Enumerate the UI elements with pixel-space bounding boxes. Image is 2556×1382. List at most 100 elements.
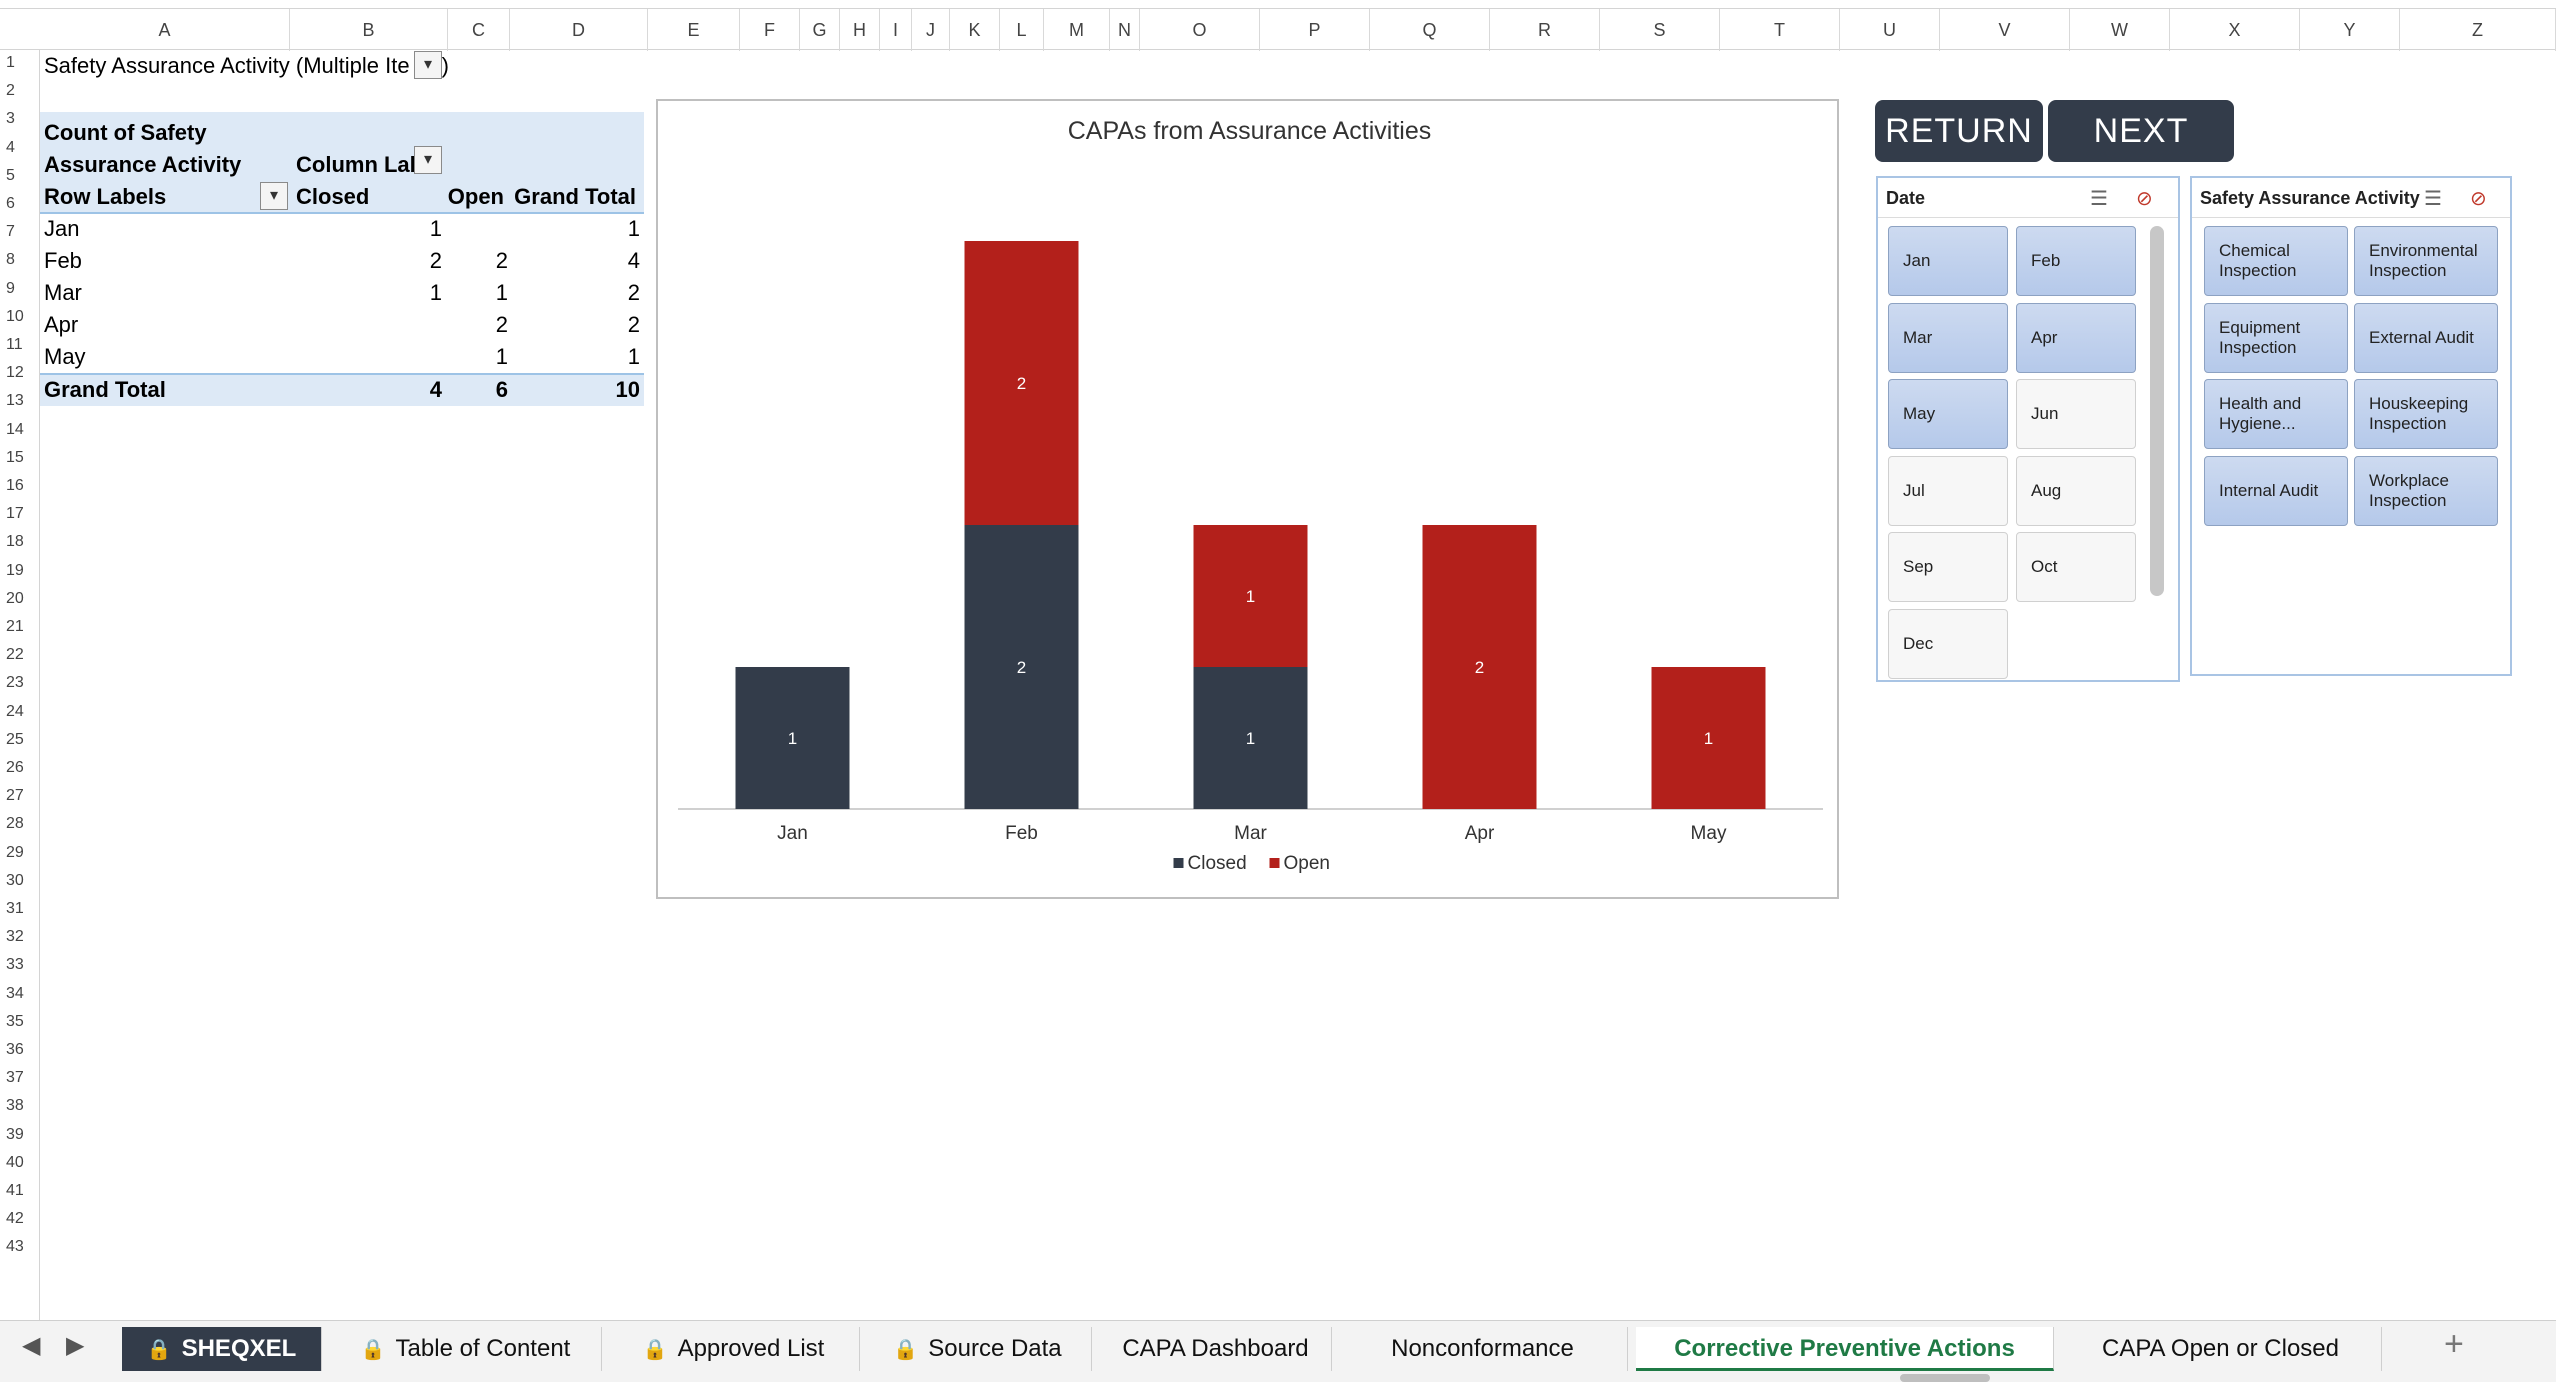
row-header-25[interactable]: 25 [6, 730, 24, 748]
multi-select-icon[interactable]: ☰ [2090, 188, 2108, 210]
column-header-o[interactable]: O [1140, 9, 1260, 51]
row-header-18[interactable]: 18 [6, 533, 24, 551]
column-header-q[interactable]: Q [1370, 9, 1490, 51]
column-header-h[interactable]: H [840, 9, 880, 51]
date-slicer-scrollbar[interactable] [2150, 226, 2164, 596]
column-header-e[interactable]: E [648, 9, 740, 51]
column-header-l[interactable]: L [1000, 9, 1044, 51]
row-header-13[interactable]: 13 [6, 392, 24, 410]
horizontal-scrollbar[interactable] [1900, 1374, 1990, 1382]
date-slicer-item-may[interactable]: May [1888, 379, 2008, 449]
column-header-v[interactable]: V [1940, 9, 2070, 51]
row-header-9[interactable]: 9 [6, 279, 15, 297]
row-header-29[interactable]: 29 [6, 843, 24, 861]
date-slicer-item-oct[interactable]: Oct [2016, 532, 2136, 602]
column-header-n[interactable]: N [1110, 9, 1140, 51]
row-header-22[interactable]: 22 [6, 646, 24, 664]
sheet-tab-corrective-preventive-actions[interactable]: Corrective Preventive Actions [1636, 1327, 2054, 1371]
next-button[interactable]: NEXT [2048, 100, 2234, 162]
row-header-17[interactable]: 17 [6, 505, 24, 523]
date-slicer-item-dec[interactable]: Dec [1888, 608, 2008, 679]
row-header-30[interactable]: 30 [6, 871, 24, 889]
column-header-r[interactable]: R [1490, 9, 1600, 51]
clear-filter-icon[interactable]: ⊘ [2470, 188, 2487, 210]
plus-icon[interactable]: + [2444, 1325, 2464, 1363]
arrow-right-icon[interactable]: ▶ [66, 1332, 85, 1359]
row-header-33[interactable]: 33 [6, 956, 24, 974]
column-header-w[interactable]: W [2070, 9, 2170, 51]
column-header-m[interactable]: M [1044, 9, 1110, 51]
sheet-tab-source-data[interactable]: 🔒 Source Data [864, 1327, 1092, 1371]
row-header-20[interactable]: 20 [6, 589, 24, 607]
row-header-14[interactable]: 14 [6, 420, 24, 438]
column-header-a[interactable]: A [40, 9, 290, 51]
row-header-2[interactable]: 2 [6, 82, 15, 100]
arrow-left-icon[interactable]: ◀ [22, 1332, 41, 1359]
row-header-26[interactable]: 26 [6, 759, 24, 776]
column-header-z[interactable]: Z [2400, 9, 2556, 51]
page-filter-dropdown-button[interactable]: ▾ [414, 51, 442, 79]
row-header-11[interactable]: 11 [6, 336, 23, 353]
row-header-21[interactable]: 21 [6, 618, 24, 635]
return-button[interactable]: RETURN [1875, 100, 2043, 162]
row-header-35[interactable]: 35 [6, 1012, 24, 1030]
row-header-5[interactable]: 5 [6, 166, 15, 184]
activity-slicer-item-internal-audit[interactable]: Internal Audit [2204, 455, 2348, 526]
row-header-10[interactable]: 10 [6, 307, 24, 325]
row-header-37[interactable]: 37 [6, 1069, 24, 1087]
date-slicer-item-apr[interactable]: Apr [2016, 302, 2136, 373]
row-header-16[interactable]: 16 [6, 477, 24, 494]
column-header-g[interactable]: G [800, 9, 840, 51]
row-header-31[interactable]: 31 [6, 900, 24, 917]
row-header-27[interactable]: 27 [6, 787, 24, 805]
row-header-43[interactable]: 43 [6, 1238, 24, 1256]
column-header-k[interactable]: K [950, 9, 1000, 51]
sheet-tab-sheqxel[interactable]: 🔒 SHEQXEL [122, 1327, 322, 1371]
column-header-b[interactable]: B [290, 9, 448, 51]
row-header-6[interactable]: 6 [6, 195, 15, 212]
activity-slicer-item-workplace-inspection[interactable]: Workplace Inspection [2354, 455, 2498, 526]
pivot-page-filter[interactable]: Safety Assurance Activity (Multiple Ite) [44, 51, 449, 81]
row-header-7[interactable]: 7 [6, 223, 15, 241]
date-slicer-item-sep[interactable]: Sep [1888, 532, 2008, 602]
activity-slicer-item-external-audit[interactable]: External Audit [2354, 302, 2498, 373]
column-header-u[interactable]: U [1840, 9, 1940, 51]
date-slicer-item-jul[interactable]: Jul [1888, 455, 2008, 526]
row-header-40[interactable]: 40 [6, 1153, 24, 1171]
row-header-24[interactable]: 24 [6, 702, 24, 720]
activity-slicer-item-chemical-inspection[interactable]: Chemical Inspection [2204, 226, 2348, 296]
row-header-41[interactable]: 41 [6, 1182, 24, 1199]
row-header-19[interactable]: 19 [6, 561, 24, 579]
date-slicer-item-feb[interactable]: Feb [2016, 226, 2136, 296]
date-slicer-item-jun[interactable]: Jun [2016, 379, 2136, 449]
column-header-t[interactable]: T [1720, 9, 1840, 51]
row-header-23[interactable]: 23 [6, 674, 24, 692]
sheet-tab-approved-list[interactable]: 🔒 Approved List [608, 1327, 860, 1371]
sheet-tab-capa-open-or-closed[interactable]: CAPA Open or Closed [2060, 1327, 2382, 1371]
column-header-i[interactable]: I [880, 9, 912, 51]
activity-slicer-item-equipment-inspection[interactable]: Equipment Inspection [2204, 302, 2348, 373]
row-header-3[interactable]: 3 [6, 110, 15, 128]
sheet-tab-table-of-content[interactable]: 🔒 Table of Content [330, 1327, 602, 1371]
row-header-1[interactable]: 1 [6, 54, 15, 71]
row-labels-filter-button[interactable]: ▾ [260, 182, 288, 210]
activity-slicer-item-health-and-hygiene[interactable]: Health and Hygiene... [2204, 379, 2348, 449]
date-slicer-item-mar[interactable]: Mar [1888, 302, 2008, 373]
column-header-j[interactable]: J [912, 9, 950, 51]
column-header-y[interactable]: Y [2300, 9, 2400, 51]
row-header-42[interactable]: 42 [6, 1210, 24, 1228]
row-header-12[interactable]: 12 [6, 364, 24, 382]
column-header-c[interactable]: C [448, 9, 510, 51]
row-header-39[interactable]: 39 [6, 1125, 24, 1143]
sheet-tab-nonconformance[interactable]: Nonconformance [1338, 1327, 1628, 1371]
column-header-x[interactable]: X [2170, 9, 2300, 51]
column-labels-dropdown-button[interactable]: ▾ [414, 146, 442, 174]
row-header-15[interactable]: 15 [6, 448, 24, 466]
row-header-8[interactable]: 8 [6, 251, 15, 269]
column-header-d[interactable]: D [510, 9, 648, 51]
column-header-s[interactable]: S [1600, 9, 1720, 51]
row-header-4[interactable]: 4 [6, 138, 15, 156]
activity-slicer-item-houskeeping-inspection[interactable]: Houskeeping Inspection [2354, 379, 2498, 449]
activity-slicer-item-environmental-inspection[interactable]: Environmental Inspection [2354, 226, 2498, 296]
sheet-tab-capa-dashboard[interactable]: CAPA Dashboard [1100, 1327, 1332, 1371]
